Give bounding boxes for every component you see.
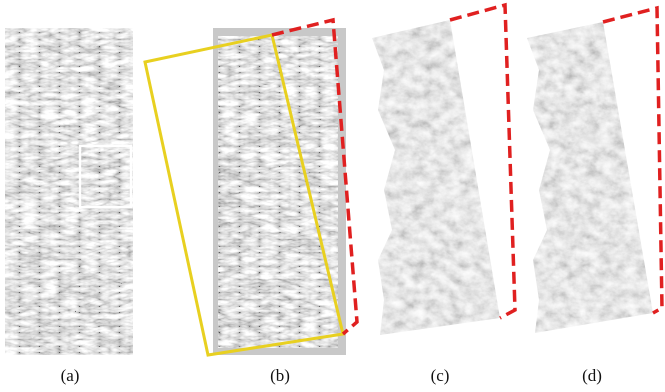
figure: (a) (b) (c) (d)	[0, 0, 665, 392]
sar-image	[525, 20, 660, 335]
panel-label: (a)	[61, 366, 80, 385]
sar-image	[5, 28, 133, 355]
panel-label: (b)	[270, 366, 290, 385]
panel-label: (c)	[431, 366, 450, 385]
sar-image	[370, 18, 505, 338]
sar-image	[218, 36, 338, 348]
panel-label: (d)	[582, 366, 602, 385]
